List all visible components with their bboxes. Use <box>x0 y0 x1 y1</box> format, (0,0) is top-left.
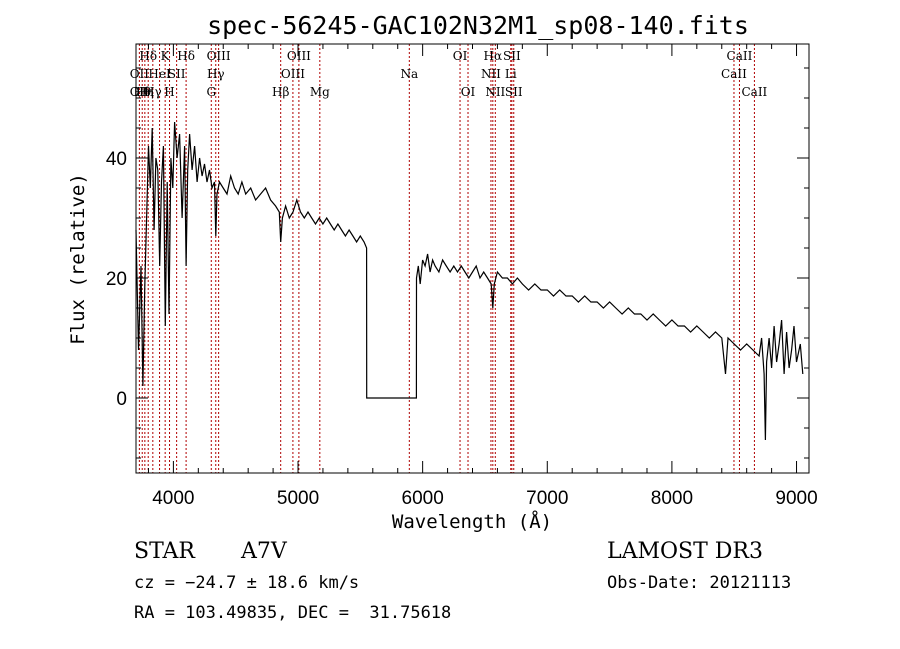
line-label-6-0: K <box>161 49 171 63</box>
y-tick-label-0: 0 <box>116 389 127 410</box>
line-label-18-0: OI <box>453 49 468 63</box>
spectrum-line <box>135 121 804 441</box>
line-label-0-1: OII <box>130 85 150 99</box>
line-label-19-0: OI <box>461 85 476 99</box>
y-axis-ticks: 0 20 40 <box>106 67 809 459</box>
x-tick-label-5: 9000 <box>775 488 817 509</box>
object-class: STAR <box>134 539 195 564</box>
line-label-1-0: Hθ <box>133 85 151 99</box>
line-label-13-0: Hβ <box>272 85 289 99</box>
line-label-4-0: Hγ <box>144 85 162 99</box>
x-tick-label-0: 4000 <box>152 488 194 509</box>
line-label-26-0: CaII <box>721 67 747 81</box>
y-tick-label-2: 40 <box>106 149 127 170</box>
x-tick-label-2: 6000 <box>402 488 444 509</box>
line-label-8-0: SII <box>168 67 186 81</box>
plot-frame <box>135 43 810 474</box>
emission-line-markers <box>138 44 755 473</box>
line-label-15-0: OIII <box>287 49 311 63</box>
x-tick-label-4: 8000 <box>651 488 693 509</box>
y-tick-label-1: 20 <box>106 269 127 290</box>
y-axis-label: Flux (relative) <box>67 173 89 345</box>
line-label-0-0: OII <box>130 67 150 81</box>
x-tick-label-3: 7000 <box>526 488 568 509</box>
observation-date: Obs-Date: 20121113 <box>607 573 792 593</box>
line-label-2-0: Hη <box>136 85 154 99</box>
line-label-12-0: OIII <box>207 49 231 63</box>
line-label-11-0: Hγ <box>207 67 225 81</box>
ra-dec-readout: RA = 103.49835, DEC = 31.75618 <box>134 603 452 623</box>
line-label-22-0: NII <box>485 85 505 99</box>
line-label-3-0: Hδ <box>139 49 157 63</box>
line-label-28-0: CaII <box>741 85 767 99</box>
x-axis-ticks: 4000 5000 6000 7000 8000 9000 <box>147 44 818 509</box>
x-axis-label: Wavelength (Å) <box>392 510 552 533</box>
line-label-17-0: Na <box>400 67 418 81</box>
line-label-9-0: Hδ <box>177 49 195 63</box>
line-label-7-0: H <box>164 85 174 99</box>
line-label-23-0: Li <box>505 67 517 81</box>
line-label-16-0: Mg <box>310 85 330 99</box>
line-label-20-0: NII <box>481 67 501 81</box>
emission-line-labels: OIIOIIHθHηHδHγHeIKHSIIHδGHγOIIIHβOIIIOII… <box>130 49 768 99</box>
x-tick-label-1: 5000 <box>277 488 319 509</box>
line-label-10-0: G <box>206 85 216 99</box>
survey-name: LAMOST DR3 <box>607 539 763 564</box>
chart-title: spec-56245-GAC102N32M1_sp08-140.fits <box>207 11 749 40</box>
spectral-subclass: A7V <box>241 539 287 564</box>
line-label-14-0: OIII <box>281 67 305 81</box>
line-label-5-0: HeI <box>148 67 171 81</box>
line-label-25-0: SII <box>505 85 523 99</box>
redshift-readout: cz = −24.7 ± 18.6 km/s <box>134 573 360 593</box>
line-label-27-0: CaII <box>727 49 753 63</box>
line-label-24-0: SII <box>503 49 521 63</box>
line-label-21-0: Hα <box>484 49 503 63</box>
